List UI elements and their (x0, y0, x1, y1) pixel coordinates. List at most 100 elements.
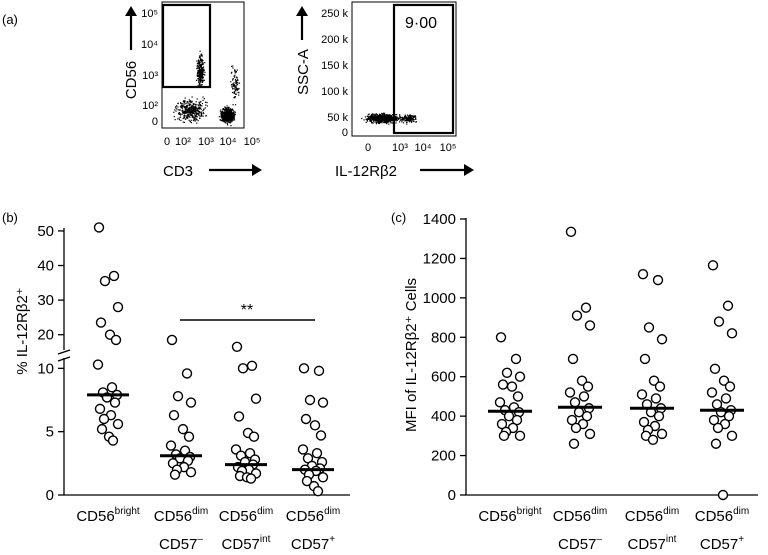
event-dot (187, 112, 189, 114)
event-dot (226, 117, 228, 119)
event-dot (200, 58, 202, 60)
event-dot (191, 111, 193, 113)
event-dot (198, 84, 200, 86)
data-point (181, 368, 193, 379)
event-dot (381, 114, 383, 116)
data-point (712, 422, 724, 434)
event-dot (199, 59, 201, 62)
event-dot (199, 103, 201, 106)
event-dot (232, 118, 234, 120)
event-dot (185, 115, 187, 117)
event-dot (195, 114, 197, 116)
event-dot (203, 109, 205, 111)
data-point (656, 428, 668, 440)
event-dot (234, 74, 236, 76)
event-dot (221, 113, 223, 115)
panel-label-a: (a) (2, 12, 18, 27)
event-dot (380, 116, 382, 118)
event-dot (190, 109, 192, 111)
event-dot (196, 98, 198, 100)
event-dot (394, 114, 396, 116)
data-point (514, 430, 526, 442)
event-dot (226, 108, 228, 110)
event-dot (186, 117, 188, 119)
event-dot (178, 119, 180, 121)
event-dot (191, 107, 193, 110)
event-dot (396, 118, 398, 121)
event-dot (194, 108, 196, 110)
data-point (643, 322, 655, 333)
event-dot (226, 116, 228, 118)
event-dot (188, 119, 190, 121)
flow-plot-ssc-il12rb2: 9·00 250 k 200 k 150 k 100 k 50 k 0 0 10… (295, 1, 474, 180)
event-dot (201, 75, 203, 77)
y-tick-label: 400 (431, 408, 456, 425)
event-dot (193, 107, 195, 109)
event-dot (396, 114, 398, 116)
event-dot (228, 110, 231, 112)
event-dot (195, 104, 197, 106)
event-dot (201, 103, 203, 105)
data-point (713, 316, 725, 327)
event-dot (189, 101, 191, 103)
event-dot (198, 62, 200, 65)
event-dot (191, 114, 193, 117)
event-dot (231, 85, 233, 87)
event-dot (384, 113, 386, 115)
event-dot (203, 70, 205, 72)
event-dot (386, 115, 388, 117)
event-dot (176, 108, 178, 110)
event-dot (371, 118, 373, 120)
data-point (99, 275, 111, 287)
category-label: CD56dim (219, 506, 273, 525)
event-dot (390, 118, 392, 120)
event-dot (202, 62, 204, 64)
event-dot (173, 116, 175, 118)
y-tick-label: 200 (431, 448, 456, 465)
data-point (311, 448, 323, 459)
event-dot (222, 108, 224, 110)
event-dot (415, 118, 417, 120)
event-dot (386, 119, 388, 121)
data-point (501, 367, 513, 378)
event-dot (231, 115, 233, 117)
event-dot (184, 106, 187, 108)
event-dot (377, 115, 380, 117)
event-dot (229, 108, 232, 110)
event-dot (369, 118, 371, 120)
event-dot (384, 122, 386, 124)
data-point (309, 420, 321, 431)
event-dot (200, 71, 202, 73)
event-dot (198, 101, 200, 103)
data-point (231, 341, 243, 353)
event-dot (220, 115, 222, 117)
data-point (706, 387, 718, 398)
category-label: CD56dim (553, 506, 607, 525)
event-dot (183, 101, 186, 104)
data-point (245, 473, 257, 484)
event-dot (200, 84, 202, 86)
event-dot (187, 113, 189, 115)
event-dot (195, 106, 197, 108)
flow-dots (361, 112, 418, 125)
x-tick-label: 0 (365, 142, 371, 154)
event-dot (370, 116, 372, 118)
event-dot (222, 116, 224, 118)
event-dot (179, 106, 182, 108)
event-dot (177, 106, 179, 108)
event-dot (222, 118, 224, 120)
event-dot (386, 114, 388, 116)
event-dot (233, 84, 235, 86)
event-dot (373, 117, 375, 120)
event-dot (198, 103, 200, 105)
data-point (112, 418, 124, 430)
event-dot (369, 116, 371, 118)
event-dot (236, 81, 238, 83)
event-dot (190, 105, 193, 107)
event-dot (198, 81, 200, 83)
event-dot (386, 120, 388, 122)
event-dot (198, 61, 200, 63)
event-dot (389, 116, 391, 118)
event-dot (233, 111, 235, 113)
event-dot (189, 109, 191, 111)
